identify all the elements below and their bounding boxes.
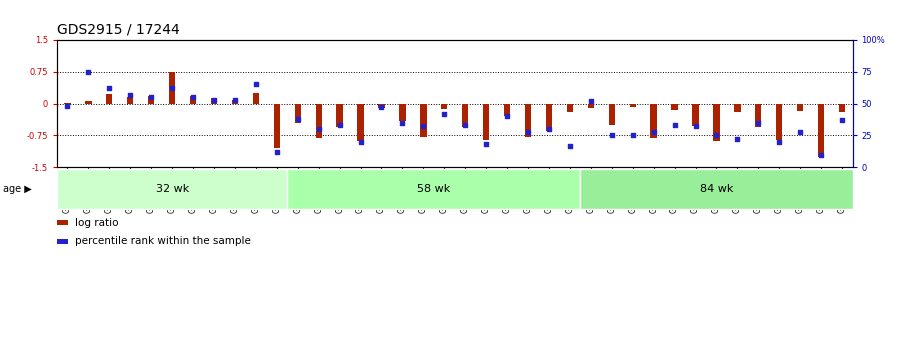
Point xyxy=(375,105,389,110)
Point xyxy=(667,122,681,128)
Point xyxy=(646,129,661,134)
Bar xyxy=(148,96,155,104)
Point xyxy=(61,103,75,109)
Text: log ratio: log ratio xyxy=(75,218,119,227)
Point xyxy=(479,141,493,147)
Bar xyxy=(64,103,71,104)
Bar xyxy=(273,104,280,148)
Point xyxy=(689,124,703,129)
Text: age ▶: age ▶ xyxy=(3,184,32,194)
Point xyxy=(165,86,179,91)
Point xyxy=(584,98,598,104)
Bar xyxy=(441,104,447,109)
Bar xyxy=(546,104,552,131)
Bar xyxy=(672,104,678,110)
Bar xyxy=(462,104,469,127)
Bar xyxy=(525,104,531,137)
Bar xyxy=(211,98,217,104)
Bar xyxy=(127,97,133,104)
Text: 84 wk: 84 wk xyxy=(700,184,733,194)
Point xyxy=(249,82,263,87)
Point xyxy=(353,139,367,145)
Point xyxy=(834,117,849,123)
Point xyxy=(395,120,410,125)
Point xyxy=(332,122,347,128)
Point xyxy=(730,137,745,142)
Point xyxy=(311,126,326,132)
Point xyxy=(228,97,243,102)
Bar xyxy=(399,104,405,120)
Bar xyxy=(755,104,761,127)
Point xyxy=(772,139,786,145)
Bar xyxy=(316,104,322,138)
Point xyxy=(520,129,535,134)
Point xyxy=(416,124,431,129)
Point xyxy=(793,129,807,134)
Point xyxy=(144,94,158,100)
Bar xyxy=(337,104,343,127)
Point xyxy=(814,152,828,157)
Bar xyxy=(85,101,91,104)
Bar xyxy=(190,96,196,104)
Bar xyxy=(630,104,636,107)
Bar xyxy=(483,104,490,140)
Bar xyxy=(504,104,510,116)
Bar xyxy=(232,100,238,104)
Text: percentile rank within the sample: percentile rank within the sample xyxy=(75,237,251,246)
Point xyxy=(625,132,640,138)
Bar xyxy=(818,104,824,157)
Text: 58 wk: 58 wk xyxy=(417,184,451,194)
Point xyxy=(458,122,472,128)
Bar xyxy=(169,71,176,104)
Point xyxy=(605,132,619,138)
Point xyxy=(710,132,724,138)
Point xyxy=(751,120,766,125)
Point xyxy=(206,97,221,102)
Bar xyxy=(797,104,804,111)
Point xyxy=(542,126,557,132)
Bar xyxy=(651,104,657,138)
Bar xyxy=(295,104,300,123)
Text: 32 wk: 32 wk xyxy=(156,184,189,194)
Point xyxy=(270,149,284,155)
Point xyxy=(500,114,514,119)
Bar xyxy=(420,104,426,137)
Point xyxy=(81,69,96,74)
Bar xyxy=(357,104,364,141)
Point xyxy=(563,143,577,148)
Bar xyxy=(609,104,614,125)
Text: GDS2915 / 17244: GDS2915 / 17244 xyxy=(57,22,180,36)
Bar xyxy=(106,94,112,103)
Bar xyxy=(734,104,740,112)
Point xyxy=(291,116,305,121)
Bar xyxy=(776,104,783,140)
Point xyxy=(186,94,200,100)
Point xyxy=(437,111,452,117)
Point xyxy=(123,92,138,97)
Point xyxy=(102,86,117,91)
Bar xyxy=(252,93,259,104)
Bar xyxy=(567,104,573,112)
Bar xyxy=(378,104,385,108)
Bar xyxy=(839,104,845,112)
Bar xyxy=(713,104,719,141)
Bar xyxy=(692,104,699,126)
Bar xyxy=(587,104,594,108)
